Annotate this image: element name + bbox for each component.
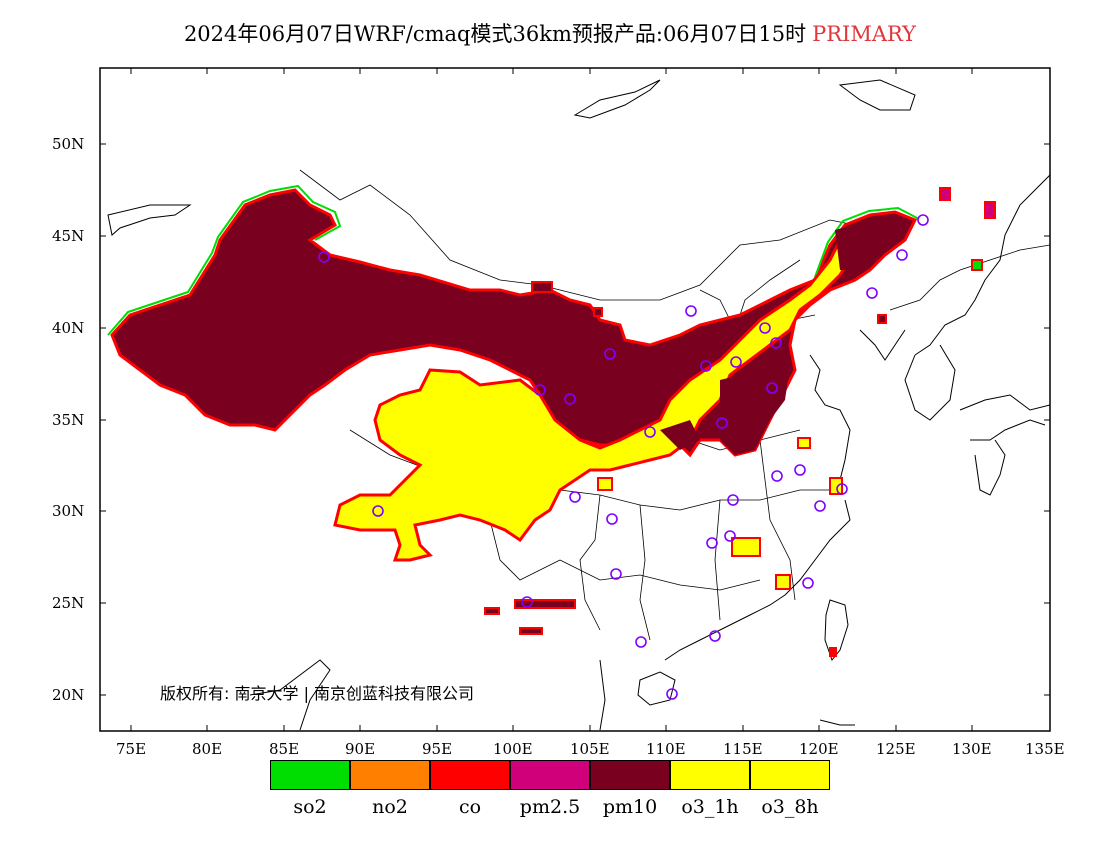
legend-swatch-no2 (350, 760, 430, 790)
lon-label: 110E (646, 740, 686, 758)
lon-label: 115E (723, 740, 763, 758)
lon-label: 130E (952, 740, 992, 758)
legend-swatch-pm10 (590, 760, 670, 790)
map-title: 2024年06月07日WRF/cmaq模式36km预报产品:06月07日15时 P… (0, 18, 1100, 48)
legend-label-no2: no2 (372, 796, 408, 818)
legend-label-co: co (458, 796, 482, 818)
legend-swatch-o3-8h (750, 760, 830, 790)
lat-label: 30N (52, 502, 85, 520)
legend-label-so2: so2 (293, 796, 327, 818)
lon-label: 125E (876, 740, 916, 758)
lon-label: 120E (799, 740, 839, 758)
lat-label: 35N (52, 411, 85, 429)
lat-label: 25N (52, 594, 85, 612)
legend-label-o3-1h: o3_1h (681, 796, 739, 818)
map-border (99, 67, 1051, 732)
lon-label: 105E (570, 740, 610, 758)
lon-label: 100E (493, 740, 533, 758)
lon-label: 85E (269, 740, 300, 758)
lon-label: 75E (116, 740, 147, 758)
o3-region (333, 227, 857, 562)
map-title-primary-tag: PRIMARY (812, 22, 917, 46)
lat-label: 50N (52, 135, 85, 153)
legend-swatch-so2 (270, 760, 350, 790)
lon-ticks (130, 68, 973, 731)
legend-swatch-pm25 (510, 760, 590, 790)
legend-swatch-o3-1h (670, 760, 750, 790)
lon-label: 135E (1025, 740, 1065, 758)
lat-label: 20N (52, 686, 85, 704)
lon-label: 80E (192, 740, 223, 758)
so2-fringe (107, 184, 920, 336)
lat-label: 40N (52, 319, 85, 337)
lat-ticks (100, 143, 1050, 696)
station-markers (318, 214, 929, 700)
legend-label-o3-8h: o3_8h (761, 796, 819, 818)
small-patches (484, 187, 996, 657)
legend-label-pm25: pm2.5 (519, 796, 581, 818)
lon-label: 95E (422, 740, 453, 758)
lon-label: 90E (345, 740, 376, 758)
map-title-main: 2024年06月07日WRF/cmaq模式36km预报产品:06月07日15时 (183, 22, 807, 46)
legend-swatch-co (430, 760, 510, 790)
lat-label: 45N (52, 227, 85, 245)
pm10-patches (660, 218, 895, 455)
legend-label-pm10: pm10 (602, 796, 658, 818)
copyright-text: 版权所有: 南京大学 | 南京创蓝科技有限公司 (160, 684, 475, 703)
